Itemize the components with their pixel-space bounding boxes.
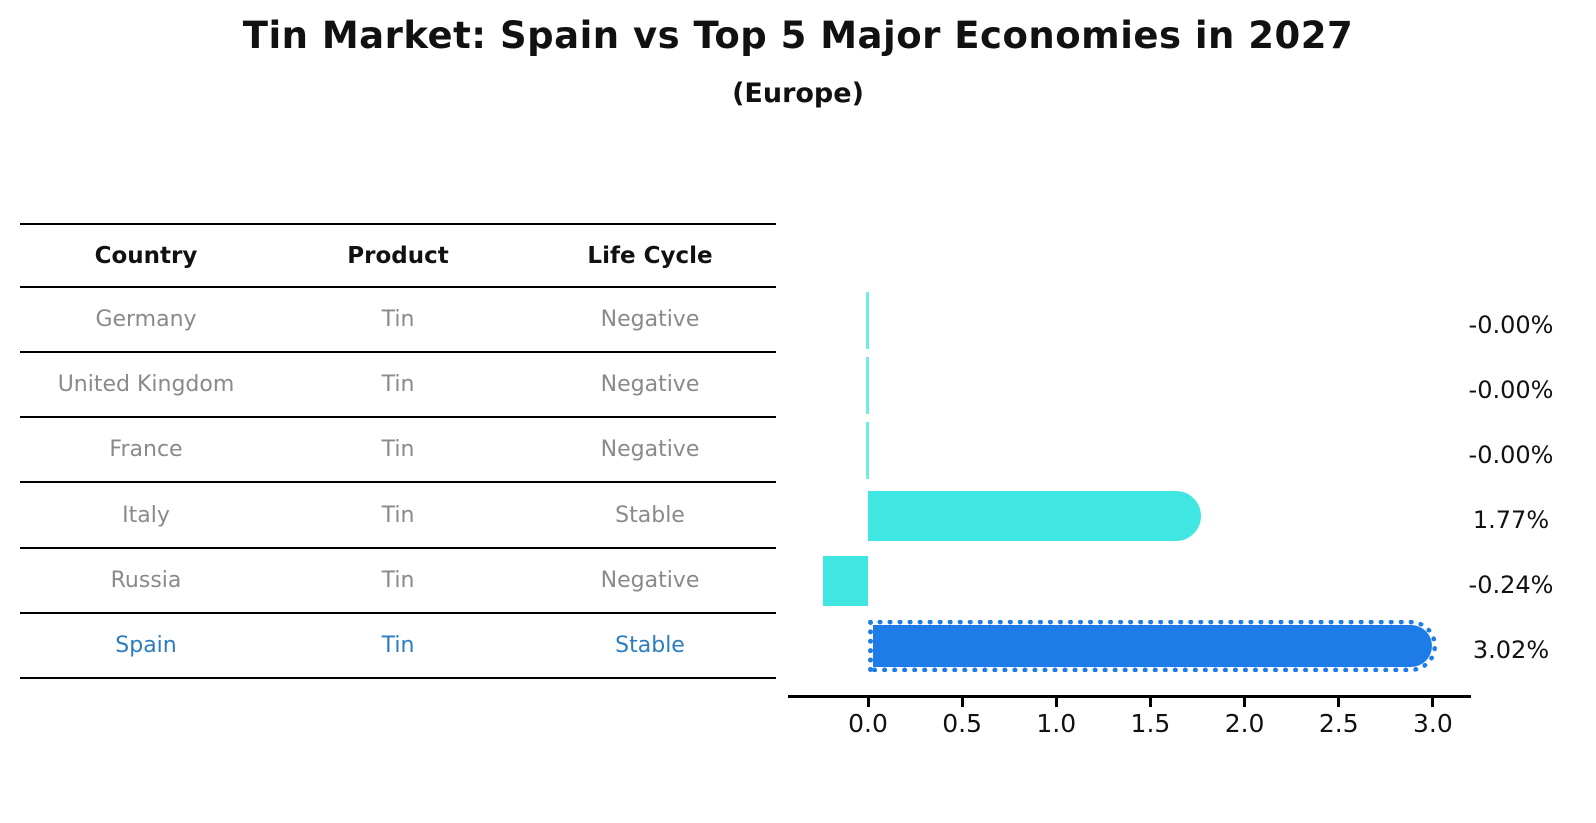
chart-subtitle: (Europe) xyxy=(732,78,864,109)
column-header-product: Product xyxy=(347,242,449,269)
table-cell-product: Tin xyxy=(381,307,415,333)
table-cell-product: Tin xyxy=(381,437,415,463)
value-label: 3.02% xyxy=(1472,636,1550,665)
table-cell-country: United Kingdom xyxy=(57,372,235,398)
table-row: Russia Tin Negative xyxy=(20,549,776,614)
value-label: 1.77% xyxy=(1472,506,1550,535)
x-tick-label: 3.0 xyxy=(1413,709,1453,738)
table-cell-life_cycle: Stable xyxy=(615,502,685,528)
table-cell-life_cycle: Stable xyxy=(615,632,685,658)
column-header-country: Country xyxy=(94,242,198,269)
x-tick-label: 0.5 xyxy=(942,709,983,738)
bar-near-zero xyxy=(866,357,869,415)
x-tick-label: 0.0 xyxy=(848,709,888,738)
table-header-row: Country Product Life Cycle xyxy=(20,223,776,288)
bar-highlight xyxy=(868,620,1437,673)
table-cell-country: Russia xyxy=(110,567,182,593)
table-cell-product: Tin xyxy=(381,372,415,398)
x-tick-label: 2.5 xyxy=(1318,709,1359,738)
table-cell-life_cycle: Negative xyxy=(600,567,700,593)
x-tick-mark xyxy=(1243,698,1247,707)
table-cell-country: Germany xyxy=(95,307,197,333)
summary-table: Country Product Life Cycle Germany Tin Neg… xyxy=(20,223,776,679)
bar-near-zero xyxy=(866,422,869,480)
table-row: France Tin Negative xyxy=(20,418,776,484)
table-cell-product: Tin xyxy=(381,567,415,593)
table-row: United Kingdom Tin Negative xyxy=(20,353,776,419)
table-body: Germany Tin Negative United Kingdom Tin Negat… xyxy=(20,288,776,679)
table-row: Germany Tin Negative xyxy=(20,288,776,354)
bar-negative xyxy=(822,556,868,607)
column-header-lifecycle: Life Cycle xyxy=(587,242,713,269)
table-cell-country: Spain xyxy=(115,632,177,658)
bar-near-zero xyxy=(866,292,869,350)
table-row: Italy Tin Stable xyxy=(20,483,776,549)
table-cell-life_cycle: Negative xyxy=(600,437,700,463)
x-tick-label: 2.0 xyxy=(1224,709,1265,738)
value-label: -0.00% xyxy=(1468,375,1554,404)
x-tick-mark xyxy=(1054,698,1058,707)
table-cell-country: France xyxy=(109,437,183,463)
table-cell-product: Tin xyxy=(381,502,415,528)
chart-title: Tin Market: Spain vs Top 5 Major Economi… xyxy=(242,14,1354,57)
table-cell-product: Tin xyxy=(381,632,415,658)
x-tick-mark xyxy=(866,698,870,707)
x-axis-line xyxy=(788,695,1471,698)
table-cell-country: Italy xyxy=(122,502,170,528)
value-label: -0.00% xyxy=(1468,440,1554,469)
x-tick-mark xyxy=(960,698,964,707)
x-tick-mark xyxy=(1431,698,1435,707)
value-label: -0.24% xyxy=(1468,571,1554,600)
x-tick-label: 1.0 xyxy=(1036,709,1077,738)
table-cell-life_cycle: Negative xyxy=(600,307,700,333)
x-tick-mark xyxy=(1148,698,1152,707)
value-label: -0.00% xyxy=(1468,310,1554,339)
bar xyxy=(868,491,1202,542)
table-cell-life_cycle: Negative xyxy=(600,372,700,398)
x-tick-label: 1.5 xyxy=(1130,709,1171,738)
x-tick-mark xyxy=(1337,698,1341,707)
table-row: Spain Tin Stable xyxy=(20,614,776,679)
